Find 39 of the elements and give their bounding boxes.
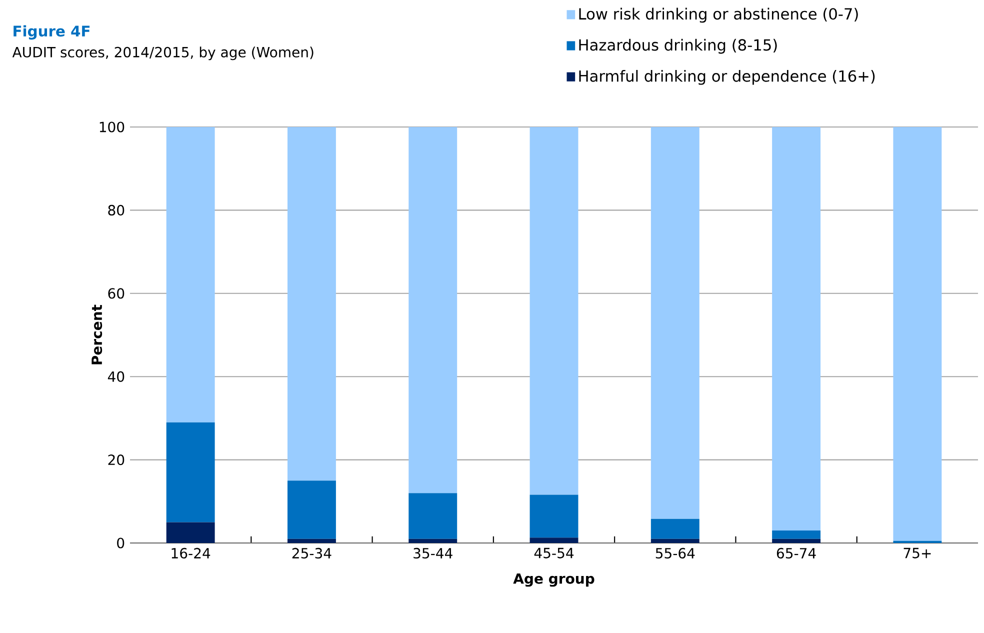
x-tick-label: 35-44: [414, 548, 452, 559]
y-tick-label: 0: [117, 538, 124, 548]
x-tick-label: 45-54: [534, 548, 574, 558]
bar: [166, 522, 215, 543]
x-tick-label: 16-24: [172, 548, 210, 559]
y-tick-label: 80: [108, 204, 124, 216]
chart-subtitle: AUDIT scores, 2014/2015, by age (Women): [12, 46, 314, 60]
bar: [287, 127, 336, 481]
bar: [893, 127, 942, 541]
chart-title: Figure 4F: [14, 25, 90, 40]
bar: [408, 127, 458, 494]
bar: [772, 530, 821, 539]
y-tick-label: 100: [100, 122, 124, 132]
bar: [530, 538, 578, 543]
bar: [772, 538, 821, 543]
x-tick-label: 55-64: [656, 548, 695, 559]
bar: [166, 422, 215, 522]
y-tick-label: 40: [108, 371, 124, 382]
bar: [287, 480, 336, 539]
bar: [650, 127, 700, 519]
x-tick-label: 75+: [904, 548, 931, 558]
bar: [772, 127, 821, 531]
bar: [166, 127, 215, 422]
legend-label: Harmful drinking or dependence (16+): [579, 70, 875, 85]
bar: [408, 538, 458, 543]
bar: [650, 518, 700, 539]
bar: [408, 493, 458, 539]
y-axis-title: Percent: [92, 304, 102, 364]
x-tick-label: 25-34: [292, 548, 332, 559]
legend-label: Hazardous drinking (8-15): [579, 38, 777, 54]
x-axis-title: Age group: [513, 573, 594, 587]
x-tick-label: 65-74: [776, 548, 816, 559]
y-tick-label: 20: [108, 454, 124, 466]
bar: [530, 494, 578, 538]
y-tick-label: 60: [108, 288, 124, 299]
bar: [650, 538, 700, 543]
bar: [530, 127, 578, 495]
legend-label: Low risk drinking or abstinence (0-7): [579, 8, 858, 23]
bar: [287, 538, 336, 543]
